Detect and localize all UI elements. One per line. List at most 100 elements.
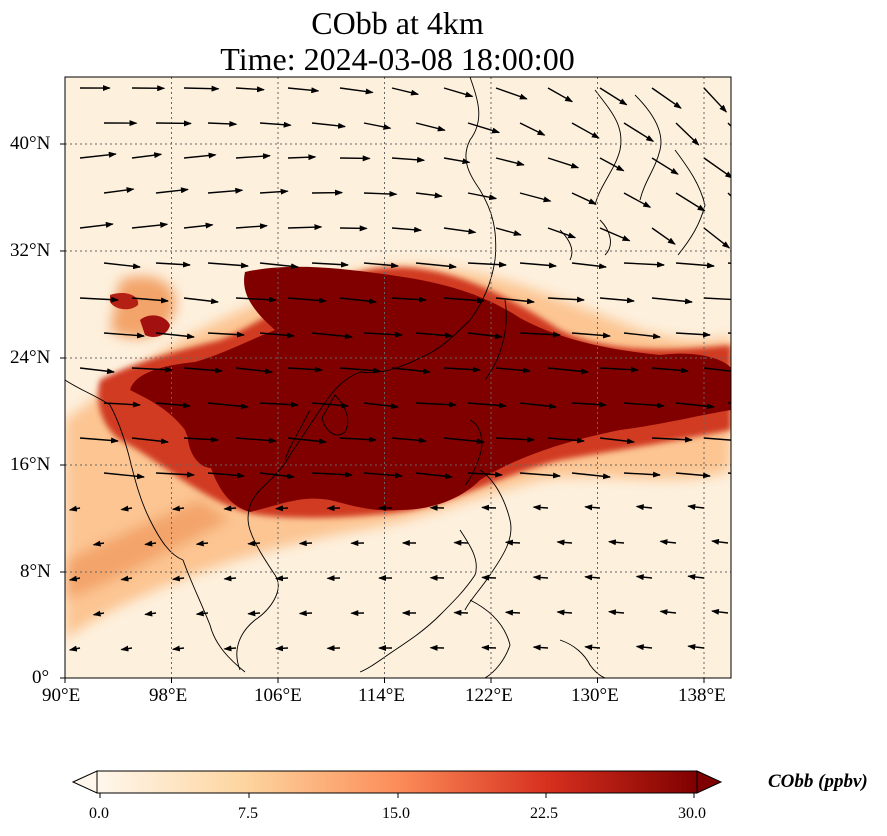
wind-arrow bbox=[519, 262, 557, 269]
wind-arrow bbox=[623, 261, 665, 268]
wind-arrow bbox=[532, 574, 549, 581]
wind-arrow bbox=[703, 157, 731, 179]
wind-arrow bbox=[363, 402, 399, 410]
wind-arrow bbox=[131, 222, 169, 229]
wind-arrow bbox=[635, 504, 653, 511]
colorbar-tick-label: 0.0 bbox=[89, 805, 109, 822]
wind-arrow bbox=[207, 472, 245, 479]
colorbar-tick-label: 22.5 bbox=[530, 805, 558, 822]
wind-arrow bbox=[259, 121, 292, 128]
wind-arrow bbox=[223, 575, 237, 582]
wind-arrow bbox=[363, 122, 392, 130]
x-tick-label: 114°E bbox=[358, 685, 405, 706]
wind-arrow bbox=[519, 331, 561, 338]
wind-arrow bbox=[467, 402, 507, 409]
wind-arrow bbox=[599, 227, 631, 242]
wind-arrow bbox=[659, 539, 677, 546]
wind-arrow bbox=[711, 538, 729, 545]
wind-arrow bbox=[443, 227, 477, 235]
wind-arrow bbox=[183, 297, 219, 305]
wind-arrow bbox=[195, 610, 209, 617]
wind-arrow bbox=[92, 610, 105, 617]
wind-arrow bbox=[363, 331, 403, 338]
wind-arrow bbox=[703, 297, 731, 301]
wind-arrow bbox=[171, 645, 185, 652]
wind-arrow bbox=[467, 192, 498, 201]
wind-arrow bbox=[311, 402, 349, 409]
wind-arrow bbox=[651, 227, 676, 245]
wind-arrow bbox=[207, 262, 249, 269]
wind-arrow bbox=[339, 436, 377, 443]
wind-arrow bbox=[339, 367, 381, 374]
wind-arrow bbox=[363, 262, 399, 269]
wind-arrow bbox=[659, 609, 677, 616]
wind-arrow bbox=[519, 472, 561, 479]
colorbar-tick-label: 15.0 bbox=[382, 805, 410, 822]
wind-arrow bbox=[120, 645, 133, 652]
wind-arrow bbox=[556, 609, 573, 616]
wind-arrow bbox=[623, 192, 652, 208]
wind-arrow bbox=[259, 332, 295, 339]
y-tick-label: 32°N bbox=[10, 240, 51, 261]
wind-arrow bbox=[651, 297, 693, 305]
wind-arrow bbox=[155, 471, 195, 478]
wind-arrow bbox=[467, 261, 507, 268]
wind-arrow bbox=[584, 574, 601, 581]
wind-arrow bbox=[391, 437, 427, 444]
wind-arrow bbox=[363, 472, 403, 479]
wind-arrow bbox=[703, 367, 731, 375]
wind-arrow bbox=[711, 608, 729, 615]
wind-arrow bbox=[495, 297, 535, 305]
axis-ticks bbox=[60, 143, 705, 683]
wind-arrow bbox=[391, 87, 420, 96]
wind-arrow bbox=[391, 367, 431, 375]
map-title: CObb at 4km bbox=[311, 5, 484, 41]
wind-arrow bbox=[675, 331, 711, 338]
wind-arrow bbox=[415, 332, 453, 339]
wind-arrow bbox=[103, 262, 141, 270]
wind-arrow bbox=[103, 332, 145, 339]
wind-arrow bbox=[415, 122, 446, 132]
wind-arrow bbox=[298, 610, 313, 617]
wind-arrow bbox=[259, 188, 289, 195]
wind-arrow bbox=[68, 645, 81, 652]
wind-arrow bbox=[183, 85, 220, 92]
x-tick-label: 122°E bbox=[465, 685, 513, 706]
wind-arrow bbox=[120, 575, 133, 582]
wind-arrow bbox=[287, 224, 323, 231]
y-tick-label: 40°N bbox=[10, 133, 51, 154]
colorbar-tick-label: 30.0 bbox=[678, 805, 706, 822]
wind-arrow bbox=[651, 157, 679, 175]
wind-arrow bbox=[120, 505, 133, 512]
wind-arrow bbox=[274, 505, 289, 512]
y-tick-label: 16°N bbox=[10, 454, 51, 475]
x-tick-label: 138°E bbox=[678, 685, 726, 706]
wind-arrow bbox=[607, 609, 625, 616]
wind-arrow bbox=[443, 366, 481, 373]
wind-arrow bbox=[274, 645, 289, 652]
wind-arrow bbox=[223, 505, 237, 512]
wind-arrow bbox=[481, 644, 497, 651]
wind-arrow bbox=[171, 505, 185, 512]
wind-arrow bbox=[339, 297, 377, 305]
wind-arrow bbox=[155, 187, 189, 194]
wind-arrow bbox=[607, 539, 625, 546]
wind-arrow bbox=[495, 367, 531, 374]
wind-arrow bbox=[504, 539, 521, 546]
wind-arrow bbox=[443, 297, 485, 304]
wind-arrow bbox=[703, 87, 728, 113]
wind-arrow bbox=[183, 152, 217, 159]
wind-arrow bbox=[415, 192, 443, 199]
wind-arrow bbox=[727, 122, 731, 128]
wind-arrow bbox=[443, 437, 485, 445]
wind-arrow bbox=[144, 610, 157, 617]
wind-arrow bbox=[207, 402, 249, 410]
wind-vectors bbox=[68, 85, 731, 652]
wind-arrow bbox=[571, 332, 611, 339]
wind-arrow bbox=[547, 227, 577, 239]
wind-arrow bbox=[675, 192, 706, 212]
wind-arrow bbox=[68, 505, 81, 512]
wind-arrow bbox=[571, 122, 600, 139]
wind-arrow bbox=[599, 297, 635, 304]
